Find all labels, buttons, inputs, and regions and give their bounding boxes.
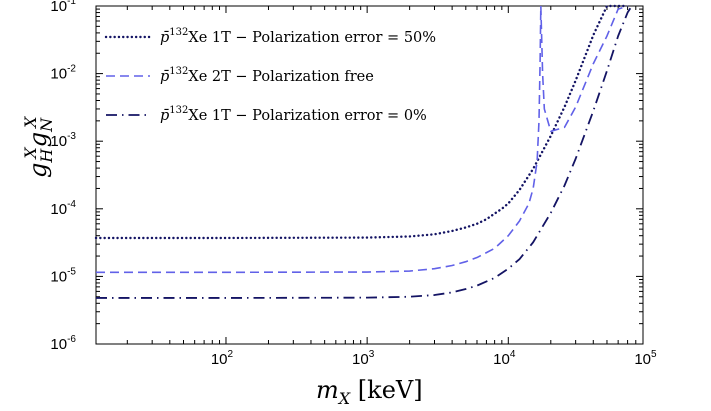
x-tick-label: 105 [634,349,657,368]
series-layer [94,4,633,299]
y-tick-label: 10-2 [50,64,76,83]
legend-label: p̄132Xe 2T − Polarization free [160,66,374,85]
y-tick-labels: 10-6 10-5 10-4 10-3 10-2 10-1 [50,0,76,353]
series-line-error-50 [94,4,629,240]
x-tick-labels: 102 103 104 105 [211,349,657,368]
series-line-polarization-free [96,5,628,274]
tick-marks [96,5,644,345]
y-tick-label: 10-1 [50,0,76,15]
legend-label: p̄132Xe 1T − Polarization error = 0% [160,105,427,124]
x-axis-label: mX [keV] [316,376,423,408]
y-axis-label: gHXgNX [21,116,56,178]
x-tick-label: 104 [493,349,516,368]
y-tick-label: 10-3 [50,131,76,150]
y-tick-label: 10-6 [50,334,76,353]
plot-frame [95,5,644,345]
legend-label: p̄132Xe 1T − Polarization error = 50% [160,27,436,46]
legend: p̄132Xe 1T − Polarization error = 50% p̄1… [104,27,436,124]
y-tick-label: 10-5 [50,266,76,285]
x-tick-label: 103 [352,349,375,368]
x-tick-label: 102 [211,349,234,368]
series-line-error-0 [96,5,633,299]
y-tick-label: 10-4 [50,199,76,218]
